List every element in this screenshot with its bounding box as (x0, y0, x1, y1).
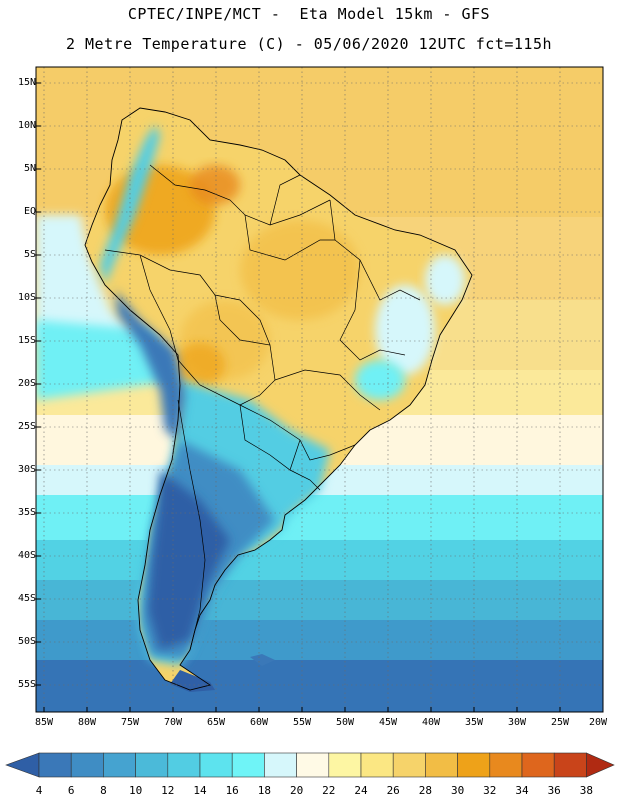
colorbar-min-arrow (5, 752, 40, 778)
colorbar-swatch (135, 752, 169, 778)
temperature-colorbar (5, 752, 615, 778)
country-borders (104, 164, 421, 651)
map-frame (35, 66, 604, 713)
colorbar-swatch (457, 752, 491, 778)
lon-label-65w: 65W (206, 717, 226, 728)
colorbar-label: 30 (450, 784, 465, 797)
central-amazon-zone (240, 220, 360, 320)
lat-label-15n: 15N (17, 77, 36, 88)
lon-label-70w: 70W (163, 717, 183, 728)
colorbar-swatch (392, 752, 426, 778)
colorbar-swatch (553, 752, 587, 778)
colorbar-swatch (103, 752, 136, 778)
lon-label-40w: 40W (421, 717, 441, 728)
lon-label-20w: 20W (588, 717, 608, 728)
lat-label-40s: 40S (17, 550, 36, 561)
northeast-cool-zone (425, 255, 465, 305)
ocean-band-12c (36, 580, 603, 620)
colorbar-swatch (167, 752, 201, 778)
lon-label-35w: 35W (464, 717, 484, 728)
lat-label-25s: 25S (17, 421, 36, 432)
minas-cool-zone (355, 360, 405, 400)
colorbar-label: 34 (515, 784, 529, 797)
pacific-cool-strip (36, 215, 140, 340)
colorbar-label: 16 (225, 784, 239, 797)
lat-label-10s: 10S (17, 292, 36, 303)
lon-label-80w: 80W (77, 717, 97, 728)
colorbar-swatch (199, 752, 233, 778)
colorbar-label: 20 (289, 784, 304, 797)
lon-label-75w: 75W (120, 717, 140, 728)
lat-label-10n: 10N (17, 120, 36, 131)
east-brazil-cool-zone (375, 285, 435, 375)
colorbar-swatch (425, 752, 458, 778)
falkland-islands (250, 654, 275, 666)
colorbar-label: 6 (67, 784, 75, 797)
colorbar-label: 38 (579, 784, 594, 797)
colorbar-label: 36 (547, 784, 561, 797)
colorbar-swatch (38, 752, 72, 778)
coastline (84, 107, 473, 691)
lat-label-55s: 55S (17, 679, 36, 690)
map-field (36, 67, 603, 712)
chaco-hot-zone (175, 343, 225, 387)
colorbar-label: 18 (257, 784, 272, 797)
colorbar-swatches (5, 752, 615, 778)
lat-label-20s: 20S (17, 378, 36, 389)
colorbar-swatch (296, 752, 330, 778)
colorbar-label: 22 (322, 784, 336, 797)
colorbar-label: 14 (193, 784, 207, 797)
lat-label-30s: 30S (17, 464, 36, 475)
andes-north-cold-ridge (100, 125, 160, 285)
andes-coldest-zone (148, 470, 230, 650)
colorbar-swatch (70, 752, 104, 778)
map-title-line-2: 2 Metre Temperature (C) - 05/06/2020 12U… (65, 35, 553, 53)
lon-label-55w: 55W (292, 717, 312, 728)
lat-label-5s: 5S (23, 249, 36, 260)
colorbar-label: 12 (161, 784, 175, 797)
colorbar-label: 4 (35, 784, 43, 797)
lon-label-50w: 50W (335, 717, 355, 728)
lat-label-15s: 15S (17, 335, 36, 346)
colorbar-swatch (521, 752, 555, 778)
colorbar-max-arrow (586, 752, 615, 778)
ocean-band-8c (36, 660, 603, 712)
colorbar-label: 32 (483, 784, 497, 797)
map-title-line-1: CPTEC/INPE/MCT - Eta Model 15km - GFS (127, 5, 491, 23)
lon-label-30w: 30W (507, 717, 527, 728)
lon-label-85w: 85W (34, 717, 54, 728)
lat-label-5n: 5N (23, 163, 36, 174)
colorbar-label: 26 (386, 784, 400, 797)
lat-label-eq: EQ (23, 206, 36, 217)
ocean-band-10c (36, 620, 603, 660)
colorbar-label: 10 (128, 784, 143, 797)
lat-label-35s: 35S (17, 507, 36, 518)
ocean-band-16c (36, 495, 603, 540)
lat-lon-grid (36, 67, 603, 712)
lat-label-45s: 45S (17, 593, 36, 604)
colorbar-label: 28 (418, 784, 433, 797)
lon-label-25w: 25W (550, 717, 570, 728)
colorbar-swatch (360, 752, 394, 778)
axis-ticks (36, 82, 561, 712)
colorbar-label: 24 (354, 784, 368, 797)
colorbar-swatch (328, 752, 362, 778)
colorbar-swatch (231, 752, 265, 778)
lon-label-60w: 60W (249, 717, 269, 728)
lat-label-50s: 50S (17, 636, 36, 647)
colorbar-swatch (264, 752, 297, 778)
ocean-band-14c (36, 540, 603, 580)
lon-label-45w: 45W (378, 717, 398, 728)
guiana-hot-zone (190, 165, 240, 205)
colorbar-swatch (489, 752, 523, 778)
andes-central-cold-ridge (115, 290, 185, 440)
colorbar-label: 8 (100, 784, 107, 797)
